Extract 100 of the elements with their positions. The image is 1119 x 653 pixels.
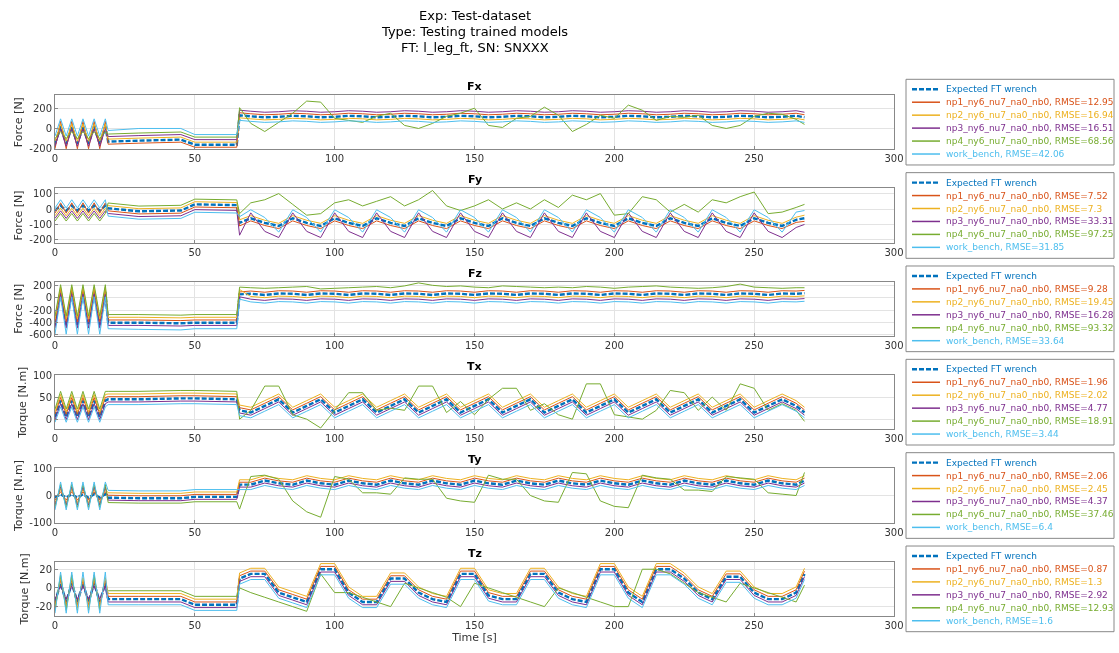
chart-title: Tz: [468, 547, 482, 560]
x-tick-label: 250: [744, 153, 764, 165]
legend-label: np2_ny6_nu7_na0_nb0, RMSE=2.45: [946, 484, 1108, 494]
y-tick-label: 0: [45, 413, 52, 425]
y-axis-title: Torque [N.m]: [11, 459, 25, 533]
y-tick-label: -200: [29, 234, 52, 246]
x-tick-label: 50: [188, 339, 202, 351]
x-tick-label: 50: [188, 526, 202, 538]
x-tick-label: 100: [325, 620, 345, 631]
y-tick-label: 200: [32, 102, 52, 114]
y-tick-label: 0: [45, 122, 52, 134]
line-series: [55, 471, 806, 518]
x-tick-label: 100: [325, 526, 345, 538]
x-tick-label: 150: [464, 339, 485, 351]
y-tick-label: 100: [32, 462, 52, 474]
line-series: [55, 118, 806, 137]
y-tick-label: -400: [29, 316, 52, 328]
x-tick-label: 200: [604, 153, 624, 165]
text: Expected FT wrench: [946, 364, 1037, 374]
y-tick-label: -200: [29, 143, 52, 155]
legend-label: work_bench, RMSE=6.4: [946, 522, 1054, 532]
y-tick-label: 0: [45, 582, 52, 594]
y-tick-label: 0: [45, 203, 52, 215]
chart-title: Fy: [468, 173, 483, 186]
line-series: [55, 296, 806, 335]
text: np2_ny6_nu7_na0_nb0, RMSE=7.3: [946, 204, 1103, 214]
y-tick-label: 200: [32, 280, 52, 292]
x-tick-label: 300: [884, 433, 904, 445]
x-tick-label: 300: [884, 339, 904, 351]
legend-label: Expected FT wrench: [946, 271, 1037, 281]
x-tick-label: 100: [325, 153, 345, 165]
x-tick-label: 150: [464, 620, 485, 631]
x-tick-label: 250: [744, 339, 764, 351]
x-tick-label: 200: [604, 246, 624, 258]
legend-label: np2_ny6_nu7_na0_nb0, RMSE=19.45: [946, 297, 1114, 307]
x-tick-label: 100: [325, 433, 345, 445]
chart-title: Fx: [467, 80, 482, 93]
text: np2_ny6_nu7_na0_nb0, RMSE=2.02: [946, 390, 1108, 400]
text: np2_ny6_nu7_na0_nb0, RMSE=1.3: [946, 577, 1103, 587]
x-tick-label: 100: [325, 339, 345, 351]
text: Expected FT wrench: [946, 178, 1037, 188]
x-tick-label: 50: [188, 620, 202, 631]
line-series: [55, 383, 806, 429]
text: np1_ny6_nu7_na0_nb0, RMSE=1.96: [946, 377, 1109, 387]
x-tick-label: 200: [604, 526, 624, 538]
line-series: [55, 190, 806, 222]
legend-label: Expected FT wrench: [946, 458, 1037, 468]
y-axis-title: Torque [N.m]: [15, 366, 29, 439]
text: FT: l_leg_ft, SN: SNXXX: [401, 40, 549, 55]
y-axis-title: Force [N]: [11, 190, 25, 241]
text: Expected FT wrench: [946, 551, 1037, 561]
x-tick-label: 200: [604, 433, 624, 445]
legend-label: work_bench, RMSE=33.64: [946, 336, 1065, 346]
y-axis-title: Force [N]: [11, 283, 25, 334]
text: np3_ny6_nu7_na0_nb0, RMSE=4.77: [946, 403, 1108, 413]
y-tick-label: 50: [39, 391, 52, 403]
text: work_bench, RMSE=1.6: [946, 616, 1054, 626]
x-tick-label: 50: [188, 433, 202, 445]
text: np1_ny6_nu7_na0_nb0, RMSE=7.52: [946, 191, 1108, 201]
text: np3_ny6_nu7_na0_nb0, RMSE=2.92: [946, 590, 1108, 600]
x-tick-label: 200: [604, 339, 624, 351]
x-tick-label: 300: [884, 526, 904, 538]
y-tick-label: 100: [32, 369, 52, 381]
text: work_bench, RMSE=31.85: [946, 242, 1065, 252]
x-tick-label: 150: [464, 246, 485, 258]
x-tick-label: 300: [884, 620, 904, 631]
text: np4_ny6_nu7_na0_nb0, RMSE=97.25: [946, 229, 1114, 239]
y-axis-title: Torque [N.m]: [18, 553, 32, 626]
x-tick-label: 250: [744, 526, 764, 538]
legend-label: np3_ny6_nu7_na0_nb0, RMSE=16.28: [946, 310, 1114, 320]
y-tick-label: -20: [35, 601, 52, 613]
legend-label: np1_ny6_nu7_na0_nb0, RMSE=2.06: [946, 471, 1109, 481]
chart-title: Fz: [468, 267, 482, 280]
text: np1_ny6_nu7_na0_nb0, RMSE=0.87: [946, 564, 1108, 574]
y-tick-label: 0: [45, 292, 52, 304]
legend-label: np2_ny6_nu7_na0_nb0, RMSE=16.94: [946, 110, 1114, 120]
y-tick-label: -600: [29, 328, 52, 340]
text: Type: Testing trained models: [381, 24, 569, 39]
legend-label: np4_ny6_nu7_na0_nb0, RMSE=68.56: [946, 136, 1114, 146]
x-tick-label: 150: [464, 153, 485, 165]
x-tick-label: 200: [604, 620, 624, 631]
y-tick-label: 0: [45, 490, 52, 502]
legend-label: np3_ny6_nu7_na0_nb0, RMSE=4.37: [946, 496, 1108, 506]
x-tick-label: 50: [188, 246, 202, 258]
y-tick-label: -100: [29, 517, 52, 529]
legend-label: work_bench, RMSE=42.06: [946, 149, 1065, 159]
y-tick-label: 20: [39, 563, 52, 575]
text: work_bench, RMSE=3.44: [946, 429, 1059, 439]
legend-label: np3_ny6_nu7_na0_nb0, RMSE=16.51: [946, 123, 1114, 133]
legend-label: np1_ny6_nu7_na0_nb0, RMSE=9.28: [946, 284, 1109, 294]
legend-label: np4_ny6_nu7_na0_nb0, RMSE=37.46: [946, 509, 1114, 519]
text: np4_ny6_nu7_na0_nb0, RMSE=12.93: [946, 603, 1114, 613]
x-tick-label: 50: [188, 153, 202, 165]
y-tick-label: -200: [29, 304, 52, 316]
text: np4_ny6_nu7_na0_nb0, RMSE=18.91: [946, 416, 1114, 426]
x-axis-title: Time [s]: [451, 631, 497, 644]
line-series: [55, 209, 806, 239]
x-tick-label: 300: [884, 246, 904, 258]
legend-label: np1_ny6_nu7_na0_nb0, RMSE=12.95: [946, 97, 1114, 107]
x-tick-label: 150: [464, 433, 485, 445]
